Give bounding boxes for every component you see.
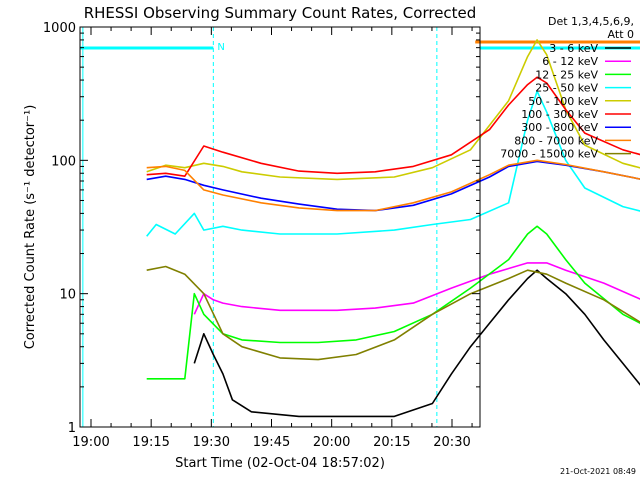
legend-header: Det 1,3,4,5,6,9,Att 0 [548,15,634,41]
x-tick-label: 19:30 [193,435,230,450]
legend-entry-label: 100 - 300 keV [521,108,598,121]
legend-entry-label: 300 - 800 keV [521,121,598,134]
y-tick-label: 10 [59,288,76,303]
legend-entry-label: 50 - 100 keV [528,95,598,108]
series-line-3 [146,225,640,380]
x-tick-label: 19:15 [132,435,169,450]
legend-entry-label: 3 - 6 keV [549,42,598,55]
legend-entry-label: 7000 - 15000 keV [500,148,598,161]
series-line-4 [146,90,640,237]
series-line-1 [193,269,640,418]
y-axis: 1 10 100 1000 [43,21,480,436]
x-tick-label: 19:45 [253,435,290,450]
chart-title: RHESSI Observing Summary Count Rates, Co… [84,4,477,22]
series-line-7 [146,160,640,212]
series-line-5 [146,39,640,181]
y-tick-label: 100 [51,154,76,169]
legend-entry-label: 12 - 25 keV [535,68,598,81]
x-axis: 19:00 19:15 19:30 19:45 20:00 20:15 20:30 [72,27,473,450]
legend-entry-label: 800 - 7000 keV [514,134,598,147]
x-tick-label: 20:30 [433,435,470,450]
x-tick-label: 20:15 [373,435,410,450]
generation-timestamp: 21-Oct-2021 08:49 [560,467,636,476]
y-tick-label: 1000 [43,21,76,36]
series-lines [146,39,640,418]
night-flag-label: N [217,42,224,53]
x-tick-label: 20:00 [313,435,350,450]
x-tick-label: 19:00 [72,435,109,450]
legend-header-line: Att 0 [608,28,634,41]
legend-entry-label: 25 - 50 keV [535,82,598,95]
series-line-9 [146,265,640,361]
series-line-2 [193,262,640,315]
x-axis-label: Start Time (02-Oct-04 18:57:02) [175,456,385,471]
y-axis-label: Corrected Count Rate (s⁻¹ detector⁻¹) [23,105,38,350]
legend-entry-label: 6 - 12 keV [542,55,598,68]
y-tick-label: 1 [68,421,76,436]
legend-header-line: Det 1,3,4,5,6,9, [548,15,634,28]
plot-frame [79,26,481,428]
series-line-6 [146,76,640,177]
series-line-8 [146,159,640,212]
